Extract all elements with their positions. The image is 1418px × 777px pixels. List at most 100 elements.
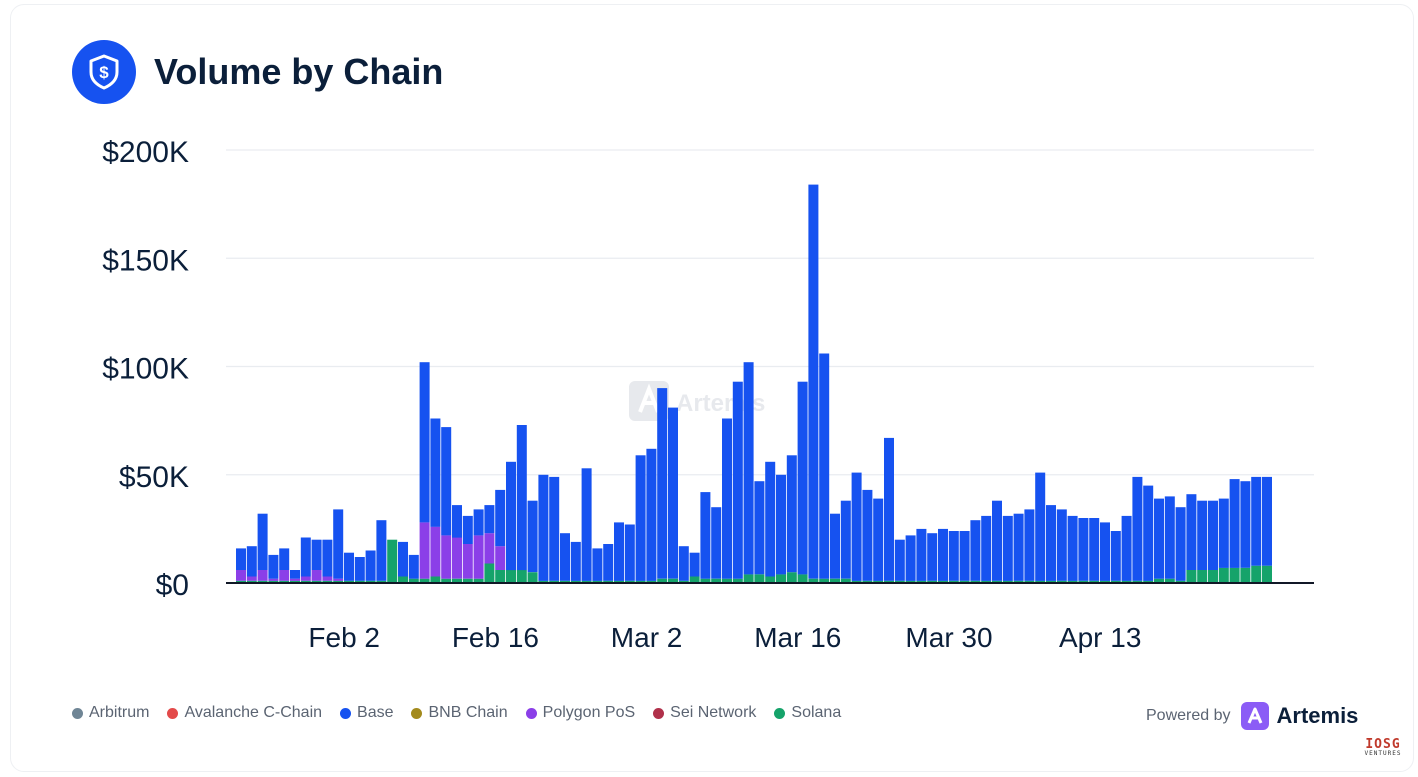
bar-solana (246, 580, 257, 583)
legend-item-arbitrum[interactable]: Arbitrum (72, 704, 149, 722)
bar-solana (689, 576, 700, 583)
bar-base (1154, 498, 1164, 579)
bar-base (873, 498, 884, 581)
bar-base (516, 425, 527, 571)
bar-polygon-pos (462, 544, 473, 579)
bar-base (624, 524, 635, 581)
legend-item-sei-network[interactable]: Sei Network (653, 704, 756, 722)
bar-solana (754, 574, 765, 583)
bar-solana (365, 580, 376, 583)
bar-solana (311, 580, 322, 583)
legend-dot-icon (774, 707, 786, 719)
bar-base (279, 548, 290, 570)
chart-legend: Arbitrum Avalanche C-Chain Base BNB Chain Po… (72, 704, 859, 722)
bar-base (678, 546, 689, 581)
bar-base (344, 552, 354, 581)
bar-polygon-pos (441, 535, 452, 579)
iosg-logo-text: IOSG (1365, 737, 1401, 752)
bar-base (711, 507, 722, 579)
bar-solana (1197, 570, 1208, 583)
bar-base (732, 381, 743, 579)
bar-base (797, 381, 808, 575)
bar-solana (938, 580, 948, 583)
artemis-logo-icon (1240, 702, 1269, 730)
legend-item-avalanche-c-chain[interactable]: Avalanche C-Chain (167, 704, 322, 722)
legend-item-base[interactable]: Base (340, 704, 393, 722)
bar-base (462, 515, 473, 544)
bar-base (495, 489, 506, 547)
bar-solana (797, 574, 808, 583)
bar-solana (581, 580, 592, 583)
legend-item-bnb-chain[interactable]: BNB Chain (411, 704, 508, 722)
bar-base (840, 500, 851, 579)
x-tick-label: Mar 30 (905, 622, 992, 653)
y-tick-label: $0 (156, 569, 189, 602)
bar-base (1078, 518, 1089, 581)
legend-label: Polygon PoS (542, 704, 636, 721)
legend-label: BNB Chain (428, 704, 508, 721)
bar-base (268, 554, 279, 579)
bar-solana (1208, 570, 1218, 583)
bar-solana (959, 580, 970, 583)
bar-base (322, 539, 333, 577)
bar-base (560, 533, 570, 581)
bar-solana (916, 580, 927, 583)
bar-solana (408, 578, 419, 583)
bar-base (948, 531, 959, 581)
bar-base (1121, 515, 1132, 581)
bar-solana (819, 578, 830, 583)
bar-solana (614, 580, 624, 583)
legend-dot-icon (411, 707, 423, 719)
y-tick-label: $50K (119, 461, 189, 494)
bar-base (646, 448, 657, 581)
bar-base (311, 539, 322, 570)
bar-solana (516, 570, 527, 583)
bar-base (894, 539, 905, 581)
bar-solana (376, 580, 387, 583)
legend-dot-icon (653, 707, 665, 719)
bar-base (603, 544, 614, 581)
bar-base (1089, 518, 1100, 581)
bar-solana (1046, 580, 1056, 583)
legend-label: Base (357, 704, 394, 721)
bar-solana (1164, 578, 1175, 583)
bar-solana (549, 580, 560, 583)
bar-base (959, 531, 970, 581)
bar-solana (1251, 565, 1262, 583)
bar-base (592, 548, 603, 581)
bar-solana (840, 578, 851, 583)
bar-base (614, 522, 624, 581)
x-tick-label: Apr 13 (1059, 622, 1142, 653)
bar-base (419, 362, 430, 523)
legend-dot-icon (72, 707, 83, 719)
bar-base (430, 418, 441, 527)
bar-base (851, 472, 862, 581)
bar-solana (905, 580, 916, 583)
bar-solana (1154, 578, 1164, 583)
bar-solana (441, 578, 452, 583)
bar-solana (1100, 580, 1110, 583)
bar-base (884, 437, 894, 581)
chart-title: Volume by Chain (154, 51, 444, 92)
bar-solana (1240, 567, 1251, 583)
bar-base (1197, 500, 1208, 570)
bar-base (992, 500, 1002, 581)
x-tick-label: Feb 2 (308, 622, 380, 653)
bar-base (408, 554, 419, 579)
bar-base (786, 455, 797, 573)
bar-base (1175, 507, 1186, 581)
bar-polygon-pos (322, 576, 333, 581)
legend-item-solana[interactable]: Solana (774, 704, 841, 722)
legend-item-polygon-pos[interactable]: Polygon PoS (525, 704, 636, 722)
bar-base (1056, 509, 1067, 581)
bar-solana (992, 580, 1002, 583)
bar-base (365, 550, 376, 581)
bar-solana (624, 580, 635, 583)
bar-polygon-pos (246, 576, 257, 581)
powered-by-label: Powered by (1146, 707, 1231, 724)
artemis-brand-name: Artemis (1276, 703, 1359, 728)
bar-solana (257, 580, 268, 583)
bar-solana (398, 576, 408, 583)
bar-base (1013, 513, 1024, 581)
bar-solana (1013, 580, 1024, 583)
